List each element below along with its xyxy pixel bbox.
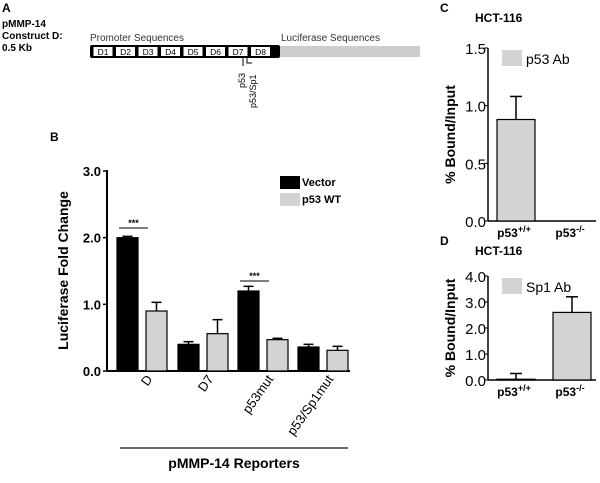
segment-label: D7: [233, 47, 244, 57]
x-tick-label: p53+/+: [497, 224, 531, 240]
segment-label: D3: [143, 47, 154, 57]
segment-label: D5: [188, 47, 199, 57]
y-tick-label: 0.5: [465, 156, 486, 173]
segment-box: [92, 46, 114, 57]
x-tick-label: p53+/+: [497, 383, 531, 399]
luciferase-label: Luciferase Sequences: [281, 33, 380, 44]
segment-label: D1: [98, 47, 109, 57]
site-label-p53: p53: [237, 73, 247, 88]
bar-p53-wt: [326, 349, 349, 372]
legend-swatch: [280, 193, 300, 206]
chart-title: HCT-116: [475, 244, 523, 258]
x-tick-label: D: [138, 372, 156, 388]
segment-box: [205, 46, 226, 57]
legend-label: p53 Ab: [526, 51, 570, 67]
y-tick-label: 0.0: [465, 373, 486, 390]
panel-label-b: B: [50, 130, 59, 144]
y-axis-label: Luciferase Fold Change: [55, 191, 71, 350]
segment-box: [250, 46, 271, 57]
bar-vector: [237, 290, 260, 372]
luciferase-bar: [280, 46, 420, 57]
bar: [496, 118, 536, 222]
binding-site-marker: [242, 58, 252, 66]
site-label-p53-sp1: p53/Sp1: [248, 74, 258, 108]
bar-vector: [116, 237, 139, 372]
y-tick-label: 0.0: [83, 364, 101, 379]
segment-box: [160, 46, 181, 57]
promoter-label: Promoter Sequences: [90, 33, 184, 44]
y-tick-label: 0.0: [465, 214, 486, 231]
x-tick-label: p53/Sp1mut: [284, 372, 337, 438]
x-tick-label: D7: [195, 372, 217, 394]
panel-label-a: A: [2, 1, 11, 15]
x-tick-label: p53-/-: [555, 383, 584, 399]
segment-label: D6: [210, 47, 221, 57]
construct-label: Construct D:: [2, 31, 63, 42]
legend-swatch: [280, 176, 300, 189]
y-tick-label: 1.0: [465, 347, 486, 364]
significance-stars: ***: [249, 271, 260, 281]
y-tick-label: 1.0: [83, 297, 101, 312]
chart-title: HCT-116: [475, 11, 523, 25]
panel-label-c: C: [440, 1, 449, 15]
bar-vector: [177, 343, 200, 372]
segment-label: D4: [165, 47, 176, 57]
x-tick-label: p53mut: [239, 372, 276, 416]
significance-stars: ***: [128, 218, 139, 228]
y-tick-label: 1.0: [465, 99, 486, 116]
construct-label: 0.5 Kb: [2, 43, 32, 54]
y-tick-label: 2.0: [83, 231, 101, 246]
segment-box: [115, 46, 136, 57]
y-axis-label: % Bound/Input: [442, 85, 458, 184]
segment-label: D8: [255, 47, 266, 57]
segment-box: [227, 46, 249, 57]
bar-vector: [297, 346, 320, 372]
segment-box: [137, 46, 159, 57]
legend-label: Vector: [302, 177, 336, 189]
y-tick-label: 3.0: [83, 164, 101, 179]
y-tick-label: 3.0: [465, 295, 486, 312]
legend-label: Sp1 Ab: [526, 279, 571, 295]
x-tick-label: p53-/-: [555, 224, 584, 240]
y-tick-label: 2.0: [465, 321, 486, 338]
bar: [496, 378, 536, 381]
construct-label: pMMP-14: [2, 19, 46, 30]
bar-p53-wt: [266, 339, 289, 372]
segment-box: [182, 46, 204, 57]
segment-label: D2: [120, 47, 131, 57]
x-axis-label: pMMP-14 Reporters: [168, 455, 300, 471]
panel-label-d: D: [440, 234, 449, 248]
bar-p53-wt: [145, 310, 168, 372]
bar-p53-wt: [206, 333, 229, 372]
y-tick-label: 1.5: [465, 41, 486, 58]
legend-swatch: [502, 50, 522, 66]
bar: [552, 311, 592, 381]
legend-label: p53 WT: [302, 194, 341, 206]
y-axis-label: % Bound/Input: [442, 278, 458, 377]
legend-swatch: [502, 278, 522, 294]
y-tick-label: 4.0: [465, 269, 486, 286]
